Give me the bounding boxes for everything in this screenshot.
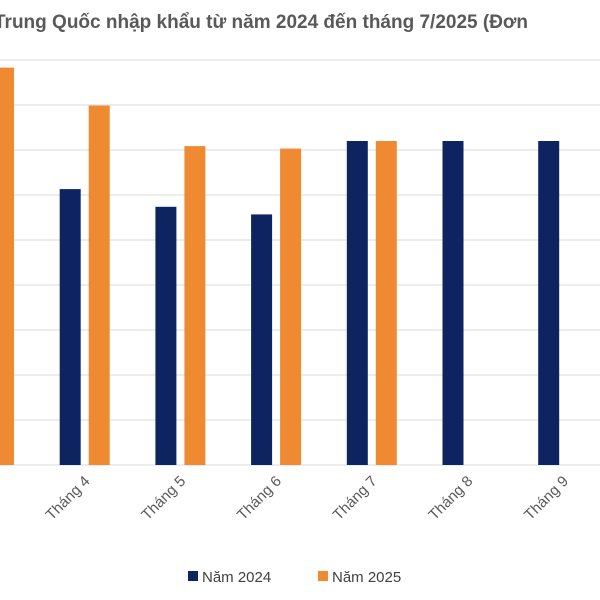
x-tick-label: Tháng 6: [234, 473, 285, 524]
chart-title: Trung Quốc nhập khẩu từ năm 2024 đến thá…: [0, 12, 529, 33]
x-tick-label: Tháng 9: [521, 473, 572, 524]
legend-item: Năm 2025: [318, 569, 401, 586]
bar-nam-2024: [442, 141, 464, 465]
x-tick-label: Tháng 5: [138, 473, 189, 524]
legend-label: Năm 2025: [332, 569, 401, 586]
bar-nam-2025: [88, 105, 110, 465]
bar-nam-2024: [346, 141, 368, 465]
bar-nam-2025: [0, 67, 14, 465]
legend: Năm 2024 Năm 2025: [188, 569, 401, 586]
bar-nam-2024: [155, 206, 177, 466]
legend-item: Năm 2024: [188, 569, 271, 586]
legend-label: Năm 2024: [202, 569, 271, 586]
legend-swatch: [188, 571, 198, 581]
x-tick-label: Tháng 8: [425, 473, 476, 524]
bar-nam-2025: [184, 146, 206, 465]
bar-nam-2025: [375, 141, 397, 465]
bar-nam-2024: [59, 189, 81, 465]
legend-swatch: [318, 571, 328, 581]
bars: [0, 67, 560, 466]
bar-nam-2024: [538, 141, 560, 465]
bar-nam-2025: [280, 148, 302, 465]
x-tick-label: Tháng 4: [43, 473, 94, 524]
bar-nam-2024: [251, 214, 273, 465]
x-tick-label: Tháng 7: [330, 473, 381, 524]
